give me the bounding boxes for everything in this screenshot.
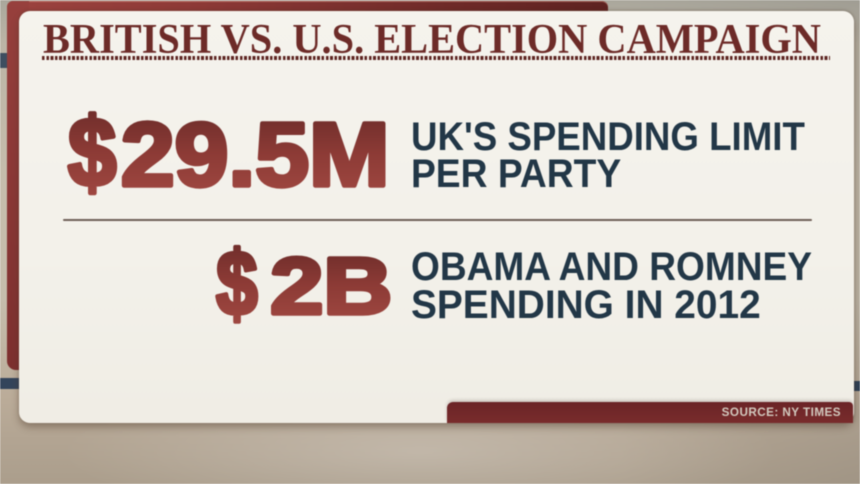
svg-text:$: $ xyxy=(216,240,258,334)
svg-text:29.5M: 29.5M xyxy=(121,104,390,205)
svg-text:2B: 2B xyxy=(270,241,392,331)
svg-text:$: $ xyxy=(68,98,117,207)
